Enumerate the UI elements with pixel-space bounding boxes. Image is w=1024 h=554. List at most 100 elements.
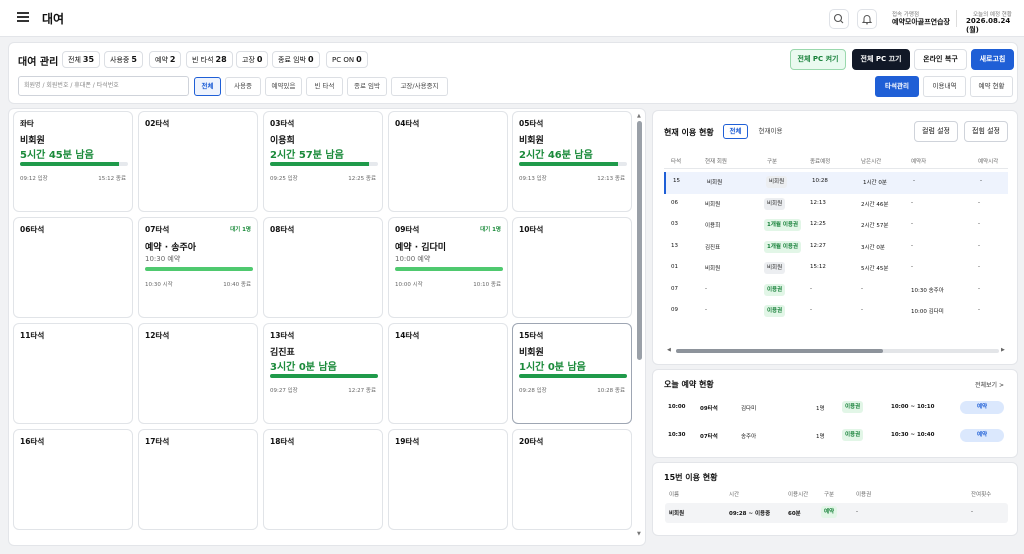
seat-card[interactable]: 17타석	[138, 429, 258, 530]
seat-usage-row[interactable]: 비회원 09:28 ~ 이용중 60분 예약 - -	[665, 503, 1008, 523]
seat-card[interactable]: 15타석 비회원 1시간 0분 남음 09:28 입장 10:28 종료	[512, 323, 632, 424]
seat-card[interactable]: 05타석 비회원 2시간 46분 남음 09:13 입장 12:13 종료	[512, 111, 632, 212]
res-status-pill[interactable]: 예약	[960, 429, 1004, 442]
seat-end: 10:28 종료	[597, 388, 625, 394]
scroll-up-icon[interactable]: ▲	[637, 113, 641, 119]
h-scroll-thumb[interactable]	[676, 349, 883, 353]
seat-card[interactable]: 13타석 김진표 3시간 0분 남음 09:27 입장 12:27 종료	[263, 323, 383, 424]
usage-cell: 09	[671, 307, 678, 313]
usage-cell: -	[810, 307, 812, 313]
filter-in-use[interactable]: 사용중	[225, 77, 261, 96]
app-header: 대여 접속 가맹점 예약모아골프연습장 오늘의 예정 현황 2026.08.24…	[0, 0, 1024, 37]
seat-card[interactable]: 11타석	[13, 323, 133, 424]
seat-name: 02타석	[145, 119, 170, 128]
scroll-left-icon[interactable]: ◀	[667, 347, 671, 353]
filter-all[interactable]: 전체	[194, 77, 221, 96]
usage-tab-current[interactable]: 현재이용	[752, 124, 789, 139]
seat-card[interactable]: 18타석	[263, 429, 383, 530]
seat-card[interactable]: 08타석	[263, 217, 383, 318]
seat-card[interactable]: 좌타 비회원 5시간 45분 남음 09:12 입장 15:12 종료	[13, 111, 133, 212]
scroll-right-icon[interactable]: ▶	[1001, 347, 1005, 353]
usage-cell: -	[911, 242, 913, 249]
usage-cell: -	[978, 221, 980, 227]
seat-card[interactable]: 03타석 이용희 2시간 57분 남음 09:25 입장 12:25 종료	[263, 111, 383, 212]
seat-usage-title: 15번 이용 현황	[664, 473, 718, 482]
menu-icon[interactable]	[17, 12, 29, 24]
seat-card[interactable]: 09타석 대기 1명 예약 · 김다미 10:00 예약 10:00 시작 10:10 종…	[388, 217, 508, 318]
res-seat: 09타석	[700, 406, 718, 412]
usage-row[interactable]: 06 비회원 비회원 12:13 2시간 46분 - -	[664, 194, 1008, 216]
filter-reserved[interactable]: 예약있음	[265, 77, 302, 96]
online-restore-button[interactable]: 온라인 복구	[914, 49, 967, 70]
refresh-button[interactable]: 새로고침	[971, 49, 1014, 70]
usage-row[interactable]: 01 비회원 비회원 15:12 5시간 45분 - -	[664, 258, 1008, 280]
chip-broken[interactable]: 고장 0	[236, 51, 269, 68]
chip-all[interactable]: 전체 35	[62, 51, 101, 68]
progress-fill	[20, 162, 120, 166]
seat-name: 14타석	[395, 331, 420, 340]
view-usage-history[interactable]: 이용내역	[923, 76, 966, 97]
seat-start: 09:25 입장	[270, 176, 298, 182]
usage-cell: -	[978, 264, 980, 270]
type-badge: 비회원	[764, 262, 786, 274]
seat-card[interactable]: 10타석	[512, 217, 632, 318]
seat-card[interactable]: 02타석	[138, 111, 258, 212]
view-reservations[interactable]: 예약 현황	[970, 76, 1013, 97]
view-seat-manage[interactable]: 타석관리	[875, 76, 919, 97]
seat-card[interactable]: 19타석	[388, 429, 508, 530]
usage-horizontal-scrollbar[interactable]	[676, 349, 999, 353]
collapse-settings-button[interactable]: 접힘 설정	[964, 121, 1008, 142]
col-type: 구분	[767, 159, 778, 165]
view-all-link[interactable]: 전체보기 >	[975, 382, 1005, 389]
col-seat: 타석	[671, 159, 682, 165]
scroll-down-icon[interactable]: ▼	[637, 531, 641, 537]
usage-cell: -	[911, 264, 913, 270]
reservation-row[interactable]: 10:00 09타석 김다미 1명 이용권 10:00 ~ 10:10 예약	[665, 396, 1008, 422]
chip-pc-on[interactable]: PC ON 0	[326, 51, 368, 68]
seat-card[interactable]: 07타석 대기 1명 예약 · 송주아 10:30 예약 10:30 시작 10:40 종…	[138, 217, 258, 318]
filter-ending-soon[interactable]: 종료 임박	[347, 77, 387, 96]
all-pc-on-button[interactable]: 전체 PC 켜기	[790, 49, 846, 70]
notification-button[interactable]	[857, 9, 877, 29]
seat-start: 09:27 입장	[270, 388, 298, 394]
col-res-time: 예약시각	[978, 159, 999, 165]
usage-row[interactable]: 07 - 이용권 - - 10:30 송주아 -	[664, 280, 1008, 302]
search-input[interactable]: 회원명 / 회원번호 / 휴대폰 / 타석번호	[18, 76, 189, 96]
table-divider	[664, 168, 1008, 169]
seat-grid-scrollbar[interactable]: ▲ ▼	[637, 113, 642, 538]
seat-progress-bar	[519, 374, 627, 378]
scroll-thumb[interactable]	[637, 121, 642, 360]
usage-cell: 김진표	[705, 244, 721, 251]
seat-card[interactable]: 20타석	[512, 429, 632, 530]
reservation-row[interactable]: 10:30 07타석 송주아 1명 이용권 10:30 ~ 10:40 예약	[665, 424, 1008, 450]
column-settings-button[interactable]: 컬럼 설정	[914, 121, 958, 142]
seat-name: 05타석	[519, 119, 544, 128]
su-col-time: 시간	[729, 492, 740, 498]
usage-row[interactable]: 09 - 이용권 - - 10:00 김다미 -	[664, 301, 1008, 323]
seat-card[interactable]: 12타석	[138, 323, 258, 424]
seat-usage-panel	[652, 462, 1018, 536]
chip-reserved[interactable]: 예약 2	[149, 51, 182, 68]
chip-empty[interactable]: 빈 타석 28	[186, 51, 233, 68]
usage-row[interactable]: 13 김진표 1개월 이용권 12:27 3시간 0분 - -	[664, 237, 1008, 259]
su-ticket: -	[856, 509, 858, 515]
usage-cell: 03	[671, 221, 678, 227]
col-end: 종료예정	[810, 159, 831, 165]
res-people: 1명	[816, 434, 825, 440]
seat-card[interactable]: 16타석	[13, 429, 133, 530]
chip-in-use[interactable]: 사용중 5	[104, 51, 143, 68]
usage-row[interactable]: 15 비회원 비회원 10:28 1시간 0분 - -	[664, 172, 1008, 194]
res-status-pill[interactable]: 예약	[960, 401, 1004, 414]
seat-card[interactable]: 04타석	[388, 111, 508, 212]
usage-tab-all[interactable]: 전체	[723, 124, 748, 139]
chip-ending-soon[interactable]: 종료 임박 0	[272, 51, 320, 68]
divider	[956, 10, 957, 27]
search-button[interactable]	[829, 9, 849, 29]
all-pc-off-button[interactable]: 전체 PC 끄기	[852, 49, 910, 70]
filter-broken[interactable]: 고장/사용중지	[391, 77, 448, 96]
seat-card[interactable]: 06타석	[13, 217, 133, 318]
usage-row[interactable]: 03 이용희 1개월 이용권 12:25 2시간 57분 - -	[664, 215, 1008, 237]
type-badge: 이용권	[764, 283, 786, 296]
filter-empty[interactable]: 빈 타석	[306, 77, 343, 96]
seat-card[interactable]: 14타석	[388, 323, 508, 424]
